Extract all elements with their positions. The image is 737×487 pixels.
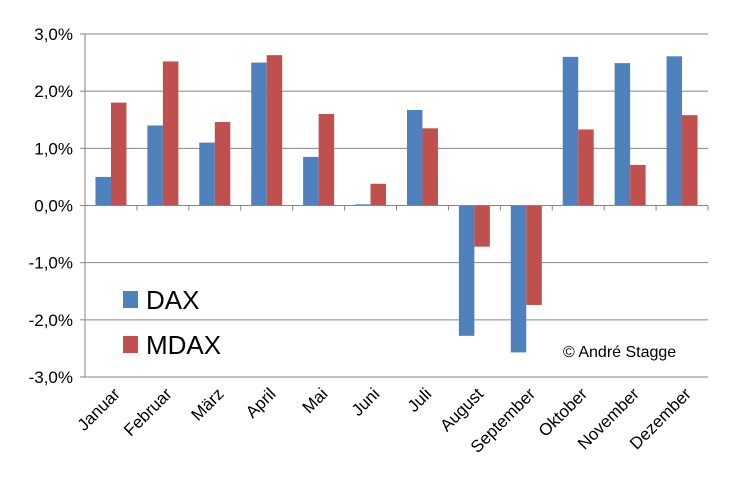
bar-dax-juni bbox=[355, 204, 371, 206]
bar-mdax-oktober bbox=[578, 129, 594, 206]
bar-dax-märz bbox=[199, 142, 215, 206]
bar-dax-september bbox=[510, 205, 527, 353]
axes bbox=[84, 34, 709, 377]
x-category-label: März bbox=[187, 384, 227, 424]
y-tick-label: 1,0% bbox=[34, 139, 73, 158]
x-category-label: Mai bbox=[299, 384, 332, 417]
legend-swatch-dax bbox=[123, 291, 138, 308]
bar-dax-januar bbox=[95, 176, 111, 206]
bar-dax-februar bbox=[147, 125, 163, 206]
bar-mdax-juni bbox=[370, 183, 387, 206]
bar-mdax-august bbox=[474, 205, 490, 247]
legend-label-dax: DAX bbox=[146, 285, 199, 315]
bar-mdax-november bbox=[630, 164, 646, 206]
bar-mdax-dezember bbox=[682, 115, 698, 206]
legend: DAX MDAX bbox=[123, 285, 221, 360]
bar-dax-august bbox=[458, 205, 475, 336]
bar-mdax-mai bbox=[318, 114, 335, 206]
x-category-label: Juli bbox=[404, 384, 435, 415]
y-tick-label: 3,0% bbox=[34, 25, 73, 44]
y-tick-label: 2,0% bbox=[34, 82, 73, 101]
x-category-label: April bbox=[242, 384, 279, 421]
x-category-label: Januar bbox=[74, 384, 124, 434]
y-tick-label: -1,0% bbox=[29, 254, 73, 273]
bar-mdax-juli bbox=[422, 128, 438, 206]
bar-mdax-april bbox=[266, 55, 283, 206]
gridlines bbox=[80, 33, 708, 378]
bar-mdax-januar bbox=[110, 102, 127, 206]
y-tick-label: -2,0% bbox=[29, 311, 73, 330]
y-tick-label: 0,0% bbox=[34, 197, 73, 216]
y-tick-label: -3,0% bbox=[29, 368, 73, 387]
bar-mdax-februar bbox=[162, 61, 179, 206]
x-category-label: Juni bbox=[348, 384, 383, 419]
bar-dax-oktober bbox=[562, 56, 579, 206]
bar-dax-mai bbox=[303, 156, 319, 206]
x-category-label: August bbox=[436, 384, 487, 435]
bar-mdax-märz bbox=[214, 122, 231, 206]
legend-swatch-mdax bbox=[123, 336, 138, 353]
bar-dax-juli bbox=[406, 110, 423, 206]
bar-mdax-september bbox=[526, 205, 542, 305]
y-axis-tick-labels: 3,0% 2,0% 1,0% 0,0% -1,0% -2,0% -3,0% bbox=[29, 25, 73, 387]
bar-dax-november bbox=[614, 63, 631, 206]
bar-dax-dezember bbox=[666, 56, 683, 206]
bars bbox=[95, 55, 698, 353]
copyright-annotation: © André Stagge bbox=[563, 344, 676, 361]
x-category-label: Februar bbox=[120, 384, 176, 440]
bar-dax-april bbox=[251, 62, 267, 206]
legend-label-mdax: MDAX bbox=[146, 330, 221, 360]
